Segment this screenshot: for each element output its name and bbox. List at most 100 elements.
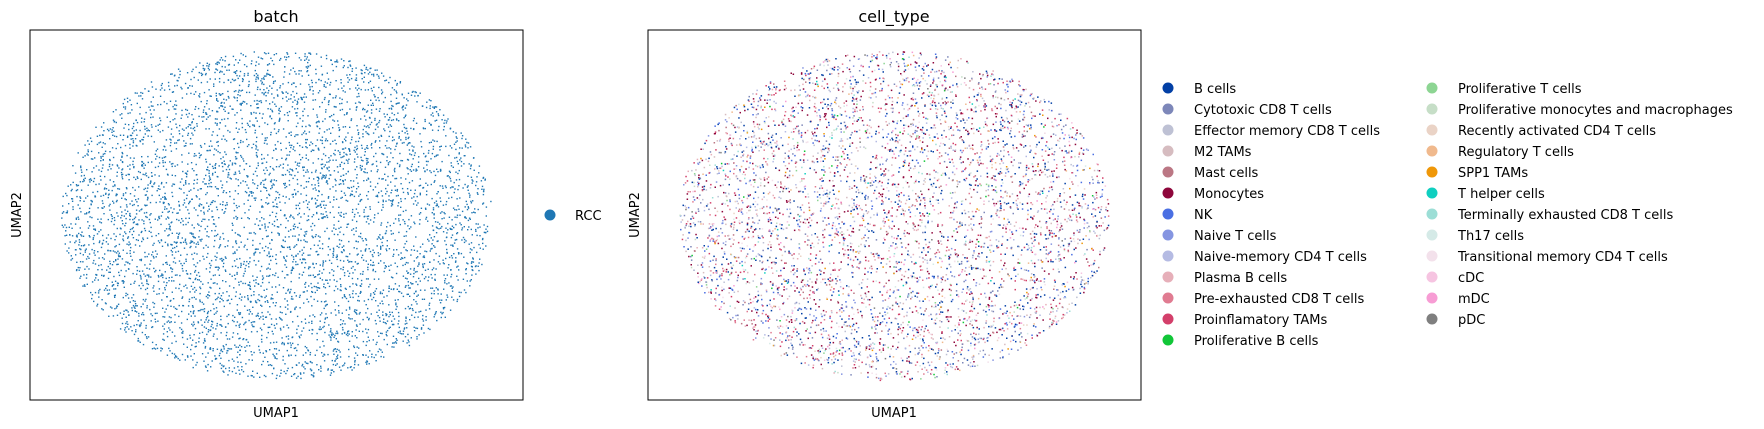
scatter-point — [262, 318, 264, 320]
scatter-point — [333, 170, 336, 172]
scatter-point — [176, 79, 178, 82]
scatter-point — [169, 225, 171, 228]
scatter-point — [136, 223, 139, 225]
scatter-point — [360, 144, 363, 147]
scatter-point — [121, 117, 123, 119]
scatter-point — [451, 257, 454, 259]
scatter-point — [428, 142, 431, 144]
scatter-point — [346, 74, 348, 76]
scatter-point — [167, 243, 169, 245]
scatter-point — [377, 254, 380, 257]
scatter-point — [408, 341, 410, 343]
scatter-point — [80, 165, 82, 167]
scatter-point — [467, 142, 470, 144]
scatter-point — [425, 309, 427, 311]
scatter-point — [298, 234, 300, 236]
scatter-point — [343, 272, 346, 274]
scatter-point — [367, 125, 369, 127]
scatter-point — [334, 334, 336, 337]
scatter-point — [302, 252, 305, 254]
scatter-point — [257, 103, 259, 105]
scatter-point — [249, 191, 251, 193]
scatter-point — [189, 337, 192, 339]
scatter-point — [453, 143, 456, 145]
scatter-point — [363, 171, 365, 173]
scatter-point — [214, 239, 216, 242]
scatter-point — [173, 108, 175, 110]
scatter-point — [408, 308, 411, 310]
scatter-point — [455, 148, 457, 151]
scatter-point — [171, 211, 174, 214]
scatter-point — [192, 233, 194, 235]
scatter-point — [393, 139, 395, 141]
scatter-point — [452, 244, 454, 246]
scatter-point — [93, 259, 95, 262]
scatter-point — [305, 133, 307, 135]
scatter-point — [360, 290, 362, 293]
scatter-point — [426, 169, 428, 171]
scatter-point — [304, 55, 306, 58]
scatter-point — [289, 292, 291, 294]
scatter-point — [165, 255, 167, 257]
scatter-point — [481, 188, 483, 190]
scatter-point — [442, 307, 445, 309]
scatter-point — [229, 302, 231, 305]
scatter-point — [478, 172, 480, 174]
scatter-point — [383, 270, 385, 273]
scatter-point — [448, 264, 450, 266]
scatter-point — [172, 298, 175, 300]
scatter-point — [210, 186, 213, 188]
scatter-point — [182, 270, 184, 272]
scatter-point — [102, 239, 105, 242]
scatter-point — [195, 289, 197, 291]
scatter-point — [443, 263, 445, 265]
scatter-point — [185, 241, 187, 244]
scatter-point — [166, 335, 169, 338]
scatter-point — [307, 66, 310, 68]
scatter-point — [126, 97, 129, 99]
scatter-point — [131, 233, 133, 236]
scatter-point — [177, 237, 179, 239]
scatter-point — [272, 82, 275, 84]
scatter-point — [100, 218, 102, 220]
scatter-point — [229, 160, 231, 162]
scatter-point — [119, 328, 122, 330]
scatter-point — [111, 264, 114, 266]
scatter-point — [274, 327, 276, 329]
scatter-point — [191, 198, 193, 200]
scatter-point — [350, 366, 352, 368]
scatter-point — [260, 295, 262, 298]
scatter-point — [410, 282, 412, 284]
scatter-point — [194, 237, 196, 239]
scatter-point — [257, 224, 260, 227]
scatter-point — [276, 159, 278, 161]
scatter-point — [427, 327, 430, 330]
scatter-point — [199, 287, 202, 290]
scatter-point — [269, 172, 271, 175]
scatter-point — [94, 228, 96, 230]
scatter-point — [247, 187, 250, 189]
scatter-point — [88, 225, 91, 227]
scatter-point — [384, 96, 386, 99]
scatter-point — [199, 309, 201, 312]
scatter-point — [256, 99, 258, 102]
scatter-point — [451, 296, 453, 298]
scatter-point — [185, 206, 187, 208]
scatter-point — [282, 128, 285, 130]
scatter-point — [246, 145, 249, 148]
scatter-point — [82, 180, 84, 183]
scatter-point — [476, 192, 479, 194]
scatter-point — [444, 240, 446, 242]
scatter-point — [94, 254, 96, 256]
scatter-point — [340, 239, 343, 242]
scatter-point — [197, 243, 200, 245]
scatter-point — [347, 300, 350, 303]
scatter-point — [253, 125, 256, 127]
scatter-point — [440, 227, 442, 229]
scatter-point — [429, 261, 431, 263]
scatter-point — [356, 354, 359, 356]
scatter-point — [431, 269, 434, 271]
scatter-point — [339, 243, 341, 245]
scatter-point — [166, 116, 168, 118]
scatter-point — [449, 309, 452, 311]
